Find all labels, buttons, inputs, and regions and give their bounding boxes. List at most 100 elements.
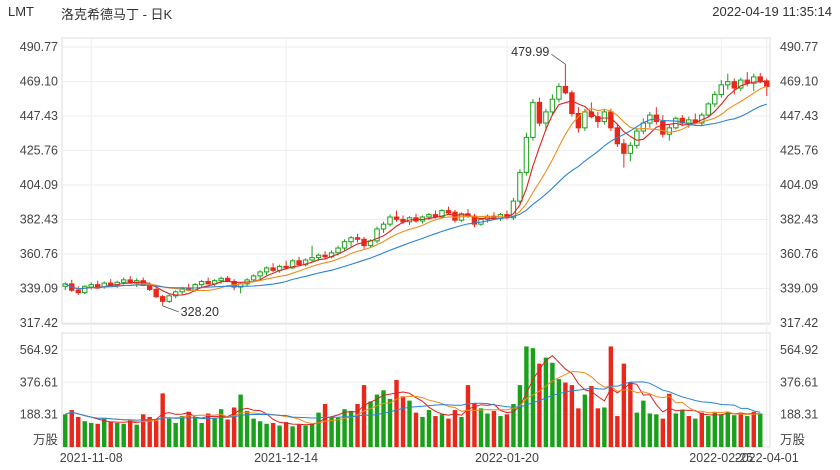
candle-body: [218, 277, 224, 282]
date-tick: 2022-04-01: [735, 451, 799, 465]
candle-body: [549, 98, 556, 113]
candle-body: [471, 215, 478, 225]
volume-bar: [459, 416, 464, 447]
volume-bar: [134, 424, 139, 447]
volume-bar: [621, 363, 627, 447]
volume-bar: [127, 420, 133, 447]
volume-bar: [413, 412, 419, 447]
volume-bar: [673, 413, 679, 447]
candle-body: [614, 127, 621, 145]
volume-bar: [680, 410, 685, 447]
ma-long-line: [64, 103, 767, 290]
price-tick-left: 404.09: [20, 178, 58, 192]
date-tick: 2021-11-08: [60, 451, 123, 465]
volume-bar: [699, 412, 705, 447]
volume-bar: [563, 382, 568, 447]
volume-bar: [102, 418, 107, 447]
volume-bar: [264, 423, 269, 447]
candle-body: [315, 254, 322, 259]
candle-body: [374, 228, 380, 242]
volume-bar: [192, 416, 198, 447]
candle-body: [179, 288, 185, 293]
price-tick-right: 469.10: [780, 75, 818, 89]
volume-bar: [641, 400, 646, 447]
candle-body: [263, 267, 270, 273]
candle-body: [653, 114, 660, 122]
candle-body: [738, 79, 744, 89]
volume-bar: [511, 404, 516, 447]
candle-body: [322, 254, 328, 258]
volume-bar: [706, 416, 711, 447]
volume-bar: [517, 385, 523, 447]
volume-bar: [322, 404, 328, 447]
volume-bar: [381, 390, 386, 447]
volume-bar: [95, 423, 100, 447]
candle-body: [166, 295, 172, 302]
candle-body: [757, 76, 763, 82]
volume-bar: [745, 416, 750, 447]
volume-bar: [615, 416, 620, 447]
volume-ma-lines: [65, 355, 761, 426]
candle-body: [380, 223, 387, 230]
price-tick-right: 339.09: [780, 281, 818, 295]
volume-bar: [667, 393, 672, 447]
candle-body: [543, 111, 549, 124]
candle-body: [705, 103, 712, 116]
candle-body: [660, 120, 666, 135]
price-tick-left: 382.43: [20, 212, 58, 226]
candle-body: [75, 289, 81, 294]
candle-body: [426, 214, 432, 218]
candle-body: [95, 284, 101, 288]
price-tick-left: 447.43: [20, 109, 58, 123]
volume-bar: [166, 418, 172, 447]
volume-bar: [589, 385, 594, 447]
low-annotation: 328.20: [181, 305, 219, 319]
volume-bars: [63, 346, 763, 447]
volume-bar: [524, 346, 529, 447]
candle-body: [198, 280, 205, 286]
volume-bar: [758, 413, 763, 447]
price-panel-border: [61, 37, 771, 325]
volume-bar: [69, 410, 74, 447]
volume-bar: [595, 408, 601, 447]
volume-bar: [732, 415, 737, 447]
volume-bar: [335, 417, 341, 447]
volume-bar: [550, 362, 555, 447]
candle-body: [309, 257, 315, 261]
volume-bar: [628, 382, 633, 447]
volume-bar: [225, 419, 230, 447]
candle-body: [348, 237, 354, 243]
candle-body: [679, 117, 686, 124]
volume-bar: [290, 426, 295, 447]
volume-bar: [76, 416, 81, 447]
volume-ma-mid-line: [65, 370, 761, 425]
volume-bar: [296, 424, 302, 447]
volume-bar: [491, 410, 497, 447]
candle-body: [718, 84, 724, 95]
candle-body: [640, 122, 647, 132]
price-tick-left: 339.09: [20, 281, 58, 295]
candle-body: [731, 81, 737, 89]
volume-bar: [218, 409, 224, 447]
volume-bar: [400, 396, 406, 447]
date-tick: 2022-02-25: [689, 451, 753, 465]
volume-bar: [329, 416, 334, 447]
volume-bar: [485, 413, 490, 447]
volume-bar: [231, 407, 237, 447]
price-tick-right: 317.42: [780, 316, 818, 330]
candle-body: [88, 284, 94, 288]
volume-bar: [498, 416, 503, 447]
candle-body: [172, 291, 179, 297]
candle-body: [283, 265, 289, 269]
volume-bar: [212, 417, 217, 447]
volume-bar: [108, 422, 113, 447]
volume-bar: [186, 411, 191, 447]
candle-body: [634, 130, 640, 146]
price-tick-right: 360.76: [780, 247, 818, 261]
candle-body: [510, 200, 517, 219]
volume-bar: [277, 425, 282, 447]
volume-tick-right: 188.31: [780, 408, 818, 422]
date-tick: 2022-01-20: [475, 451, 539, 465]
candle-body: [159, 296, 166, 302]
